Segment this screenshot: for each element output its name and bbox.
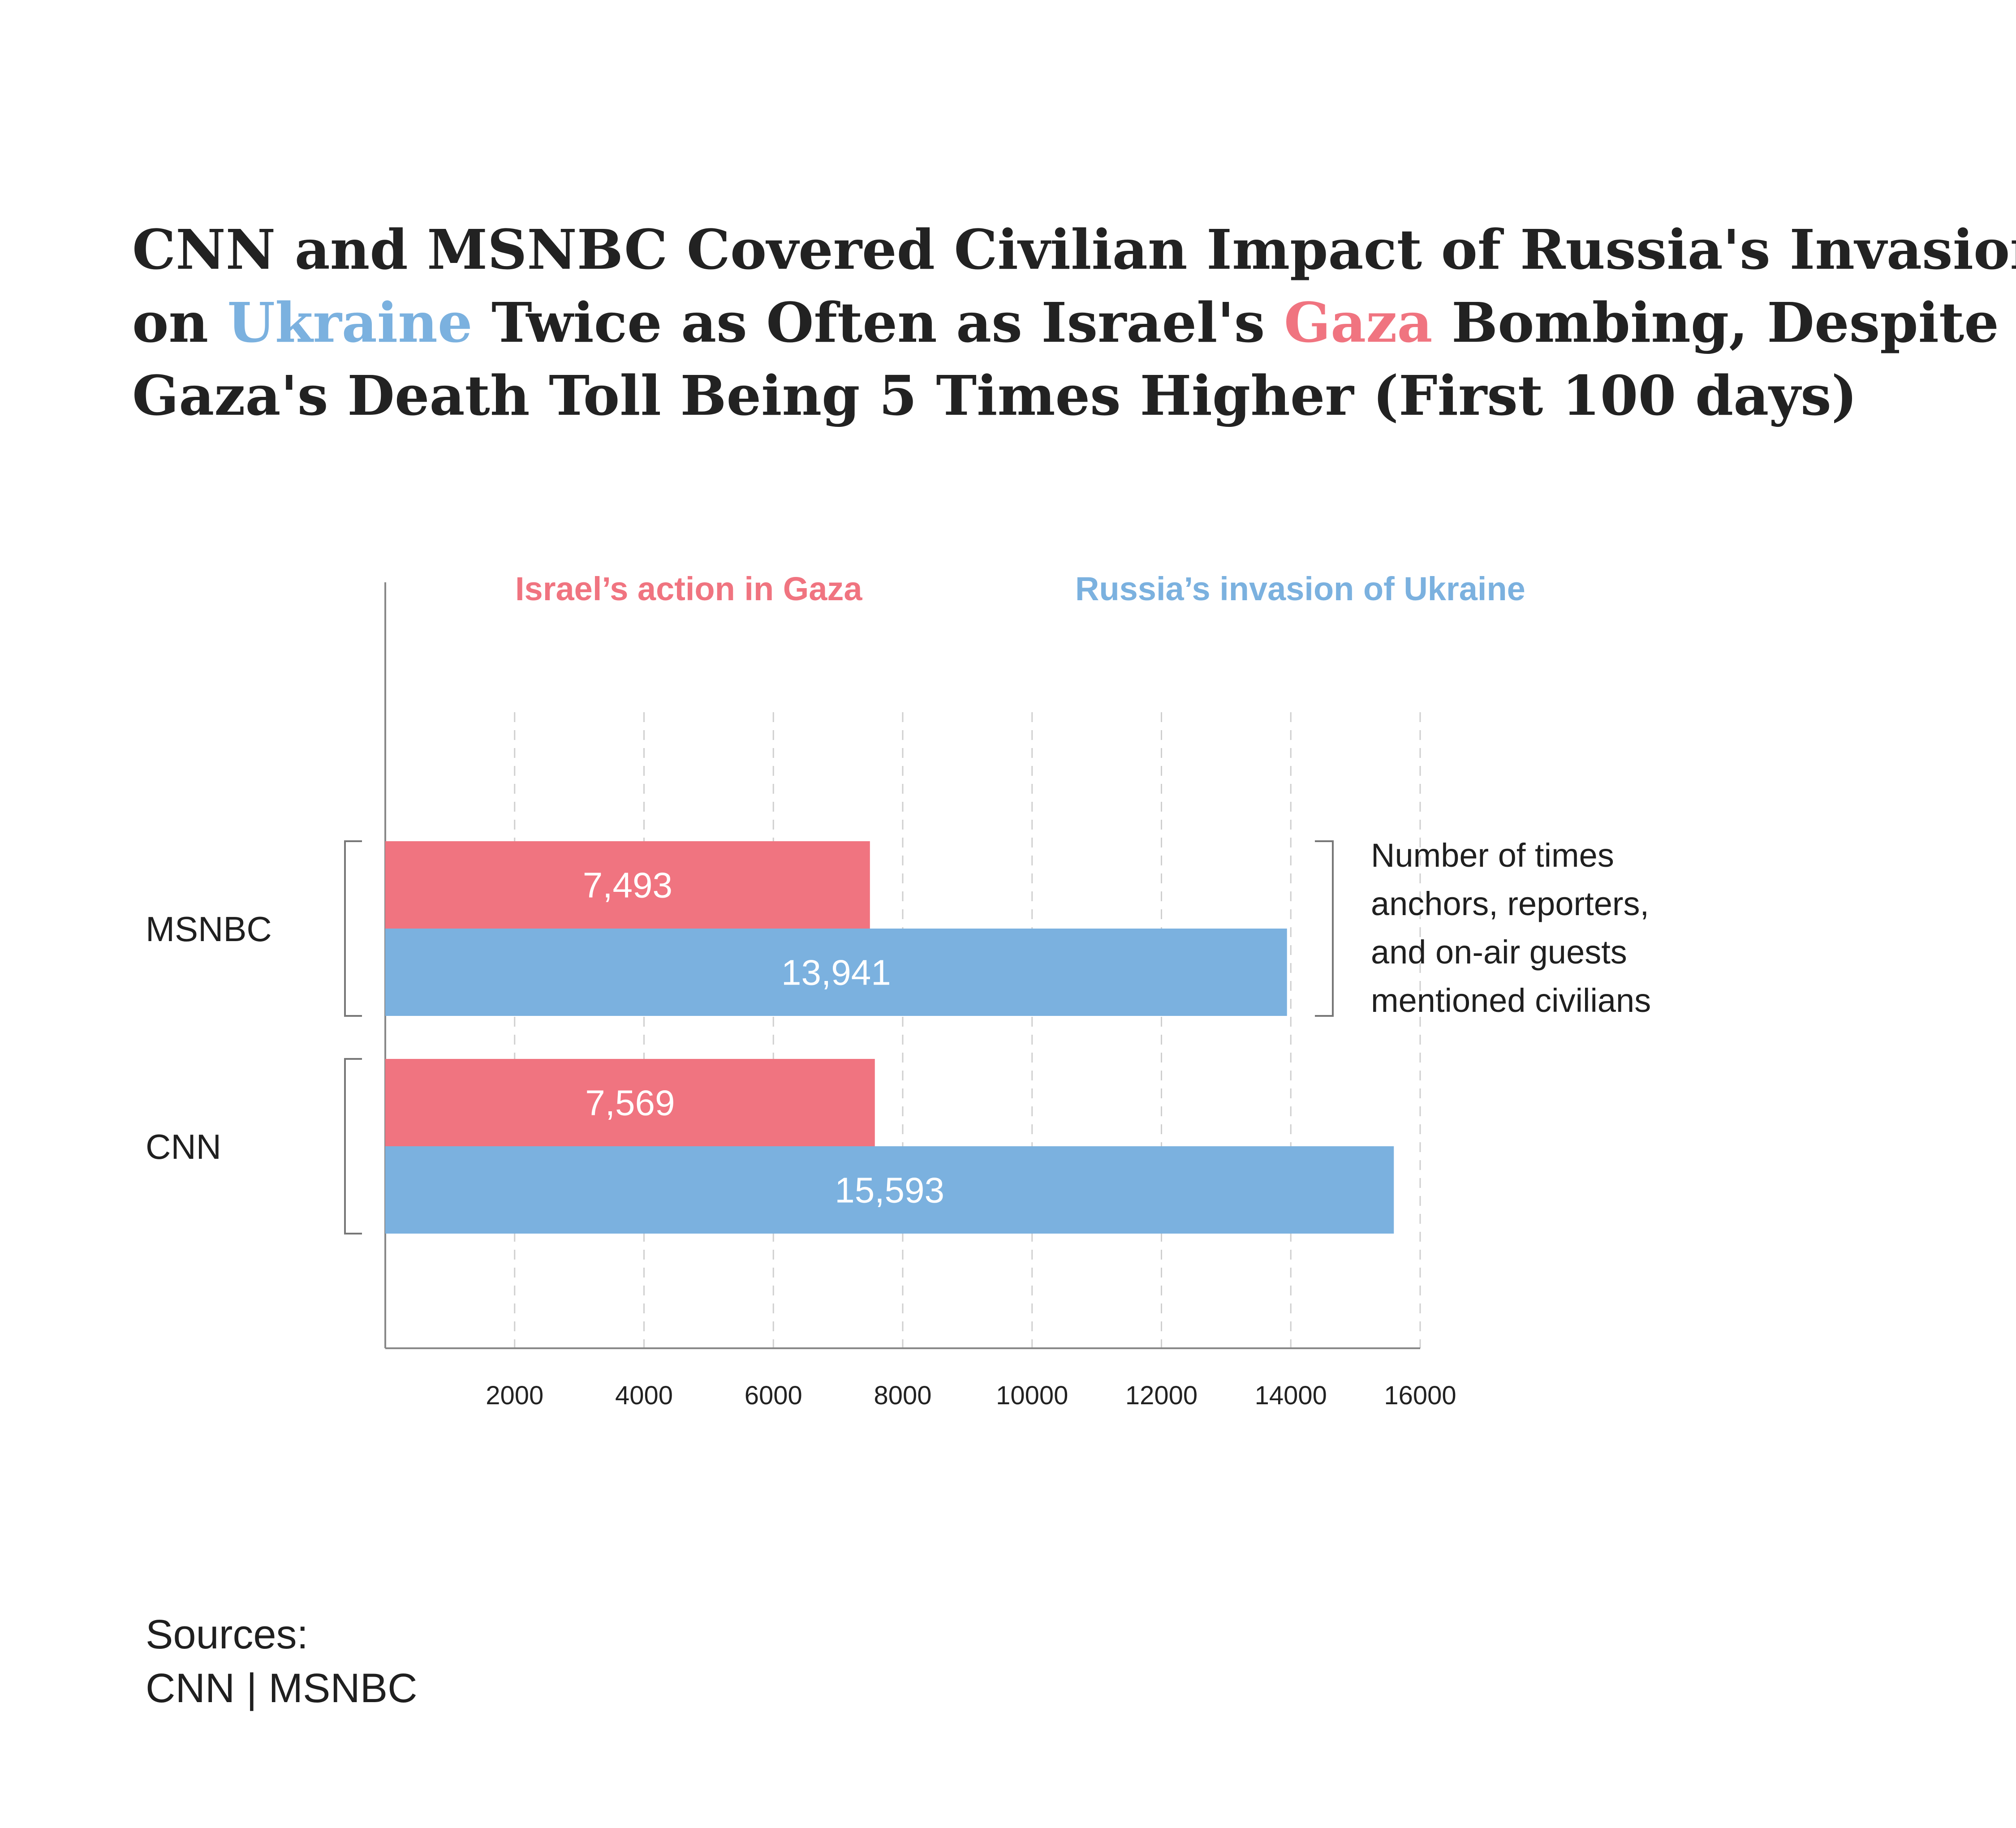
bracket-msnbc bbox=[344, 840, 362, 1017]
gridlines bbox=[514, 712, 1421, 1348]
sources-heading: Sources: bbox=[146, 1612, 308, 1657]
title-line-3: Gaza's Death Toll Being 5 Times Higher (… bbox=[132, 363, 1857, 428]
annotation-line-2: anchors, reporters, bbox=[1371, 885, 1649, 922]
category-label-cnn: CNN bbox=[146, 1127, 221, 1166]
bar-cnn-ukraine bbox=[385, 1146, 1394, 1234]
chart-title: CNN and MSNBC Covered Civilian Impact of… bbox=[132, 217, 2016, 428]
category-brackets bbox=[344, 840, 362, 1234]
title-line-2-middle: Twice as Often as Israel's bbox=[472, 290, 1284, 355]
x-tick-label-4000: 4000 bbox=[615, 1381, 673, 1410]
category-label-msnbc: MSNBC bbox=[146, 909, 272, 949]
legend: Israel’s action in Gaza Russia’s invasio… bbox=[515, 570, 1525, 607]
x-tick-labels: 2000 4000 6000 8000 10000 12000 14000 16000 bbox=[486, 1381, 1456, 1410]
annotation-line-4: mentioned civilians bbox=[1371, 982, 1651, 1019]
annotation-line-3: and on-air guests bbox=[1371, 933, 1627, 971]
annotation-bracket bbox=[1315, 840, 1334, 1017]
value-label-cnn-ukraine: 15,593 bbox=[835, 1170, 944, 1210]
category-labels: MSNBC CNN bbox=[146, 909, 272, 1166]
bar-msnbc-gaza bbox=[385, 841, 870, 929]
bar-cnn-gaza bbox=[385, 1059, 875, 1146]
legend-gaza: Israel’s action in Gaza bbox=[515, 570, 862, 607]
title-highlight-ukraine: Ukraine bbox=[228, 290, 473, 355]
title-line-1: CNN and MSNBC Covered Civilian Impact of… bbox=[132, 217, 2016, 282]
value-labels: 7,493 13,941 7,569 15,593 bbox=[583, 865, 944, 1210]
x-tick-label-6000: 6000 bbox=[745, 1381, 802, 1410]
x-tick-label-10000: 10000 bbox=[996, 1381, 1068, 1410]
x-tick-label-2000: 2000 bbox=[486, 1381, 543, 1410]
title-highlight-gaza: Gaza bbox=[1284, 290, 1433, 355]
value-label-cnn-gaza: 7,569 bbox=[585, 1083, 675, 1123]
sources: Sources: CNN | MSNBC bbox=[146, 1612, 418, 1711]
title-line-2-prefix: on bbox=[132, 290, 228, 355]
bars bbox=[385, 841, 1394, 1234]
x-tick-label-16000: 16000 bbox=[1384, 1381, 1456, 1410]
bracket-cnn bbox=[344, 1058, 362, 1234]
title-line-2-suffix: Bombing, Despite bbox=[1433, 290, 1999, 355]
x-tick-label-8000: 8000 bbox=[874, 1381, 931, 1410]
annotation-line-1: Number of times bbox=[1371, 837, 1614, 874]
x-tick-label-12000: 12000 bbox=[1125, 1381, 1198, 1410]
bar-msnbc-ukraine bbox=[385, 929, 1287, 1016]
x-tick-label-14000: 14000 bbox=[1255, 1381, 1327, 1410]
sources-text: CNN | MSNBC bbox=[146, 1665, 418, 1711]
annotation: Number of times anchors, reporters, and … bbox=[1315, 837, 1651, 1019]
legend-ukraine: Russia’s invasion of Ukraine bbox=[1075, 570, 1525, 607]
value-label-msnbc-ukraine: 13,941 bbox=[781, 953, 891, 993]
value-label-msnbc-gaza: 7,493 bbox=[583, 865, 672, 905]
title-line-2: on Ukraine Twice as Often as Israel's Ga… bbox=[132, 290, 1999, 355]
